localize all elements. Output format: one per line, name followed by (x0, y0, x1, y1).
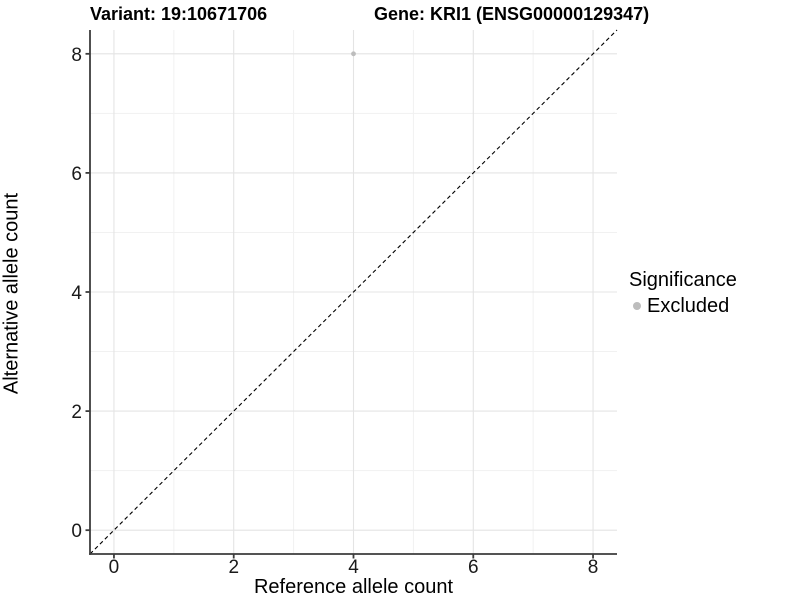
x-tick-label: 2 (228, 557, 239, 578)
legend-entry-label: Excluded (647, 295, 730, 317)
plot-title-variant: Variant: 19:10671706 (90, 4, 268, 24)
y-tick-label: 8 (71, 45, 82, 66)
x-tick-label: 8 (588, 557, 599, 578)
y-tick-label: 4 (71, 283, 82, 304)
x-axis-title: Reference allele count (253, 576, 453, 598)
plot-title-gene: Gene: KRI1 (ENSG00000129347) (374, 4, 650, 24)
x-tick-label: 4 (348, 557, 359, 578)
x-tick-label: 0 (109, 557, 120, 578)
legend-title: Significance (629, 269, 737, 291)
legend-entry-excluded: Excluded (629, 294, 737, 318)
y-tick-label: 6 (71, 164, 82, 185)
x-tick-label: 6 (468, 557, 479, 578)
y-axis-title: Alternative allele count (0, 192, 23, 395)
identity-line (89, 29, 618, 555)
y-tick-label: 2 (71, 402, 82, 423)
data-point (351, 51, 356, 57)
y-tick-label: 0 (71, 521, 82, 542)
legend-point-icon (633, 302, 641, 310)
legend: Significance Excluded (629, 268, 737, 318)
